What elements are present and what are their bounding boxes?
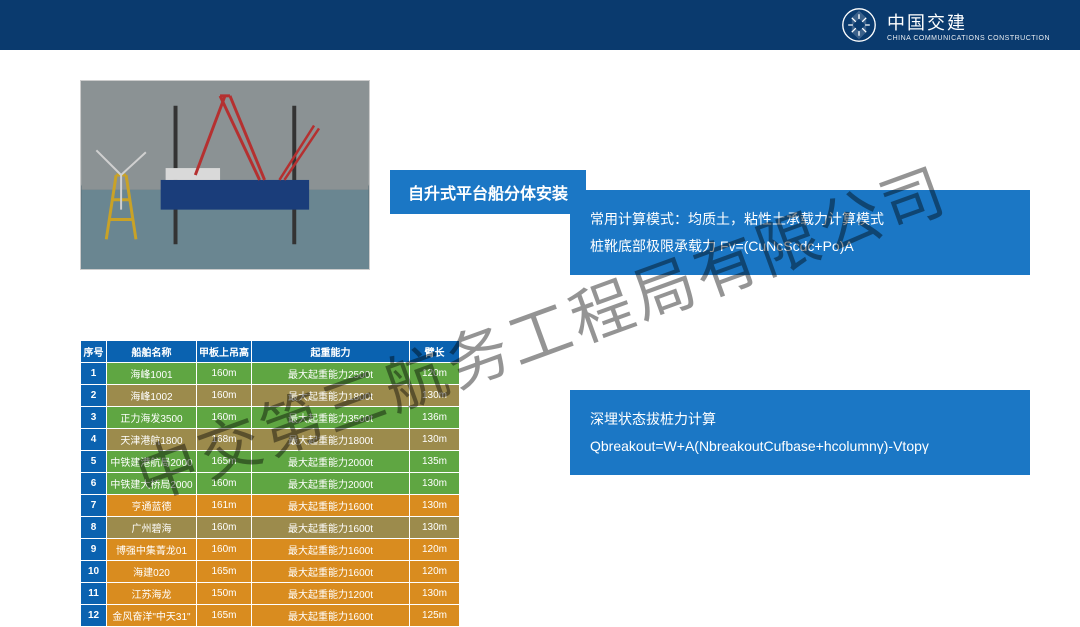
calc2-line2: Qbreakout=W+A(NbreakoutCufbase+hcolumnγ)… xyxy=(590,433,1010,460)
table-header-row: 序号船舶名称甲板上吊高起重能力臂长 xyxy=(81,341,460,363)
table-cell: 150m xyxy=(197,583,252,605)
table-cell: 1 xyxy=(81,363,107,385)
table-row: 5中铁建港航局2000165m最大起重能力2000t135m xyxy=(81,451,460,473)
calc-box-breakout: 深埋状态拔桩力计算 Qbreakout=W+A(NbreakoutCufbase… xyxy=(570,390,1030,475)
calc1-line1: 常用计算模式：均质土，粘性土承载力计算模式 xyxy=(590,206,1010,233)
table-row: 9博强中集菁龙01160m最大起重能力1600t120m xyxy=(81,539,460,561)
table-cell: 6 xyxy=(81,473,107,495)
slide-content: 自升式平台船分体安装 常用计算模式：均质土，粘性土承载力计算模式 桩靴底部极限承… xyxy=(0,50,1080,608)
logo-text-cn: 中国交建 xyxy=(887,9,1050,35)
table-cell: 最大起重能力1600t xyxy=(252,539,410,561)
table-cell: 天津港航1800 xyxy=(107,429,197,451)
table-row: 4天津港航1800168m最大起重能力1800t130m xyxy=(81,429,460,451)
table-row: 3正力海发3500160m最大起重能力3500t136m xyxy=(81,407,460,429)
table-cell: 130m xyxy=(410,495,460,517)
table-cell: 9 xyxy=(81,539,107,561)
table-cell: 130m xyxy=(410,429,460,451)
table-cell: 161m xyxy=(197,495,252,517)
table-header-cell: 起重能力 xyxy=(252,341,410,363)
table-cell: 海峰1001 xyxy=(107,363,197,385)
table-cell: 中铁建大桥局2000 xyxy=(107,473,197,495)
table-cell: 4 xyxy=(81,429,107,451)
table-cell: 海峰1002 xyxy=(107,385,197,407)
table-cell: 广州碧海 xyxy=(107,517,197,539)
table-cell: 最大起重能力1800t xyxy=(252,385,410,407)
table-row: 6中铁建大桥局2000160m最大起重能力2000t130m xyxy=(81,473,460,495)
table-cell: 亨通蓝德 xyxy=(107,495,197,517)
logo: 中国交建 CHINA COMMUNICATIONS CONSTRUCTION xyxy=(841,7,1050,43)
table-row: 8广州碧海160m最大起重能力1600t130m xyxy=(81,517,460,539)
table-cell: 130m xyxy=(410,517,460,539)
table-cell: 130m xyxy=(410,473,460,495)
table-cell: 最大起重能力2000t xyxy=(252,451,410,473)
table-cell: 7 xyxy=(81,495,107,517)
table-cell: 165m xyxy=(197,451,252,473)
table-cell: 10 xyxy=(81,561,107,583)
table-row: 7亨通蓝德161m最大起重能力1600t130m xyxy=(81,495,460,517)
table-cell: 2 xyxy=(81,385,107,407)
table-row: 1海峰1001160m最大起重能力2500t120m xyxy=(81,363,460,385)
table-cell: 最大起重能力2000t xyxy=(252,473,410,495)
table-header-cell: 船舶名称 xyxy=(107,341,197,363)
table-cell: 160m xyxy=(197,385,252,407)
table-cell: 136m xyxy=(410,407,460,429)
header-bar: 中国交建 CHINA COMMUNICATIONS CONSTRUCTION xyxy=(0,0,1080,50)
table-cell: 最大起重能力1800t xyxy=(252,429,410,451)
table-row: 11江苏海龙150m最大起重能力1200t130m xyxy=(81,583,460,605)
table-header-cell: 甲板上吊高 xyxy=(197,341,252,363)
calc1-line2: 桩靴底部极限承载力 Fv=(CuNcScdc+Po)A xyxy=(590,233,1010,260)
table-cell: 120m xyxy=(410,561,460,583)
table-cell: 160m xyxy=(197,407,252,429)
table-cell: 最大起重能力2500t xyxy=(252,363,410,385)
logo-text-en: CHINA COMMUNICATIONS CONSTRUCTION xyxy=(887,35,1050,42)
table-cell: 最大起重能力1600t xyxy=(252,495,410,517)
table-cell: 130m xyxy=(410,583,460,605)
table-cell: 江苏海龙 xyxy=(107,583,197,605)
table-cell: 博强中集菁龙01 xyxy=(107,539,197,561)
table-cell: 8 xyxy=(81,517,107,539)
table-body: 1海峰1001160m最大起重能力2500t120m2海峰1002160m最大起… xyxy=(81,363,460,627)
table-cell: 135m xyxy=(410,451,460,473)
cccc-logo-icon xyxy=(841,7,877,43)
platform-vessel-photo xyxy=(80,80,370,270)
table-cell: 168m xyxy=(197,429,252,451)
table-cell: 3 xyxy=(81,407,107,429)
table-cell: 最大起重能力1600t xyxy=(252,561,410,583)
table-row: 2海峰1002160m最大起重能力1800t130m xyxy=(81,385,460,407)
calc2-line1: 深埋状态拔桩力计算 xyxy=(590,406,1010,433)
table-header-cell: 臂长 xyxy=(410,341,460,363)
table-cell: 中铁建港航局2000 xyxy=(107,451,197,473)
vessel-table: 序号船舶名称甲板上吊高起重能力臂长 1海峰1001160m最大起重能力2500t… xyxy=(80,340,460,627)
table-cell: 正力海发3500 xyxy=(107,407,197,429)
table-row: 10海建020165m最大起重能力1600t120m xyxy=(81,561,460,583)
table-cell: 海建020 xyxy=(107,561,197,583)
calc-box-bearing: 常用计算模式：均质土，粘性土承载力计算模式 桩靴底部极限承载力 Fv=(CuNc… xyxy=(570,190,1030,275)
table-cell: 120m xyxy=(410,363,460,385)
table-cell: 最大起重能力1200t xyxy=(252,583,410,605)
table-cell: 160m xyxy=(197,517,252,539)
table-cell: 130m xyxy=(410,385,460,407)
table-cell: 11 xyxy=(81,583,107,605)
slide-title: 自升式平台船分体安装 xyxy=(390,170,586,214)
table-cell: 最大起重能力1600t xyxy=(252,517,410,539)
table-cell: 最大起重能力3500t xyxy=(252,407,410,429)
table-cell: 160m xyxy=(197,473,252,495)
table-cell: 160m xyxy=(197,539,252,561)
table-cell: 5 xyxy=(81,451,107,473)
table-cell: 160m xyxy=(197,363,252,385)
table-cell: 165m xyxy=(197,561,252,583)
table-cell: 120m xyxy=(410,539,460,561)
table-header-cell: 序号 xyxy=(81,341,107,363)
